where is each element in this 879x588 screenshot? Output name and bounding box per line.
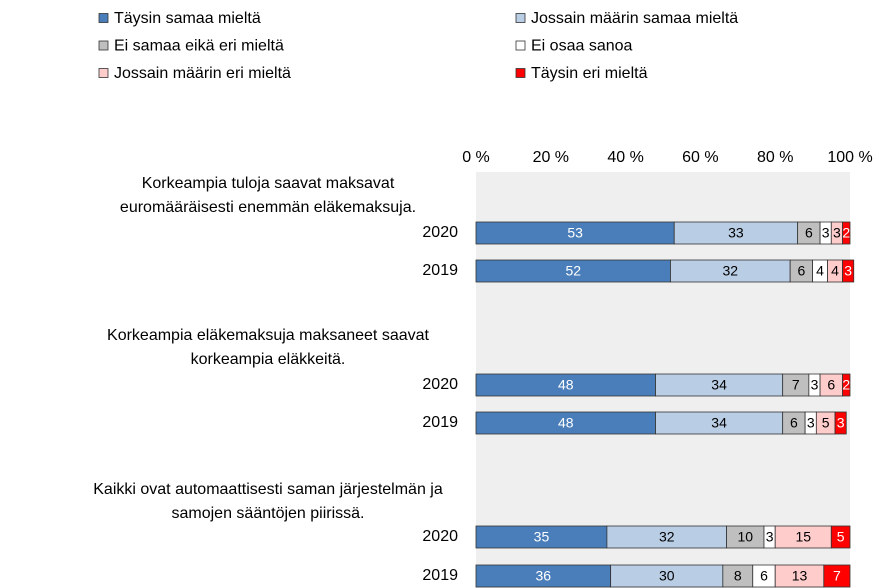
value-label: 36 [536,568,552,584]
legend-swatch [98,13,109,23]
value-label: 3 [833,225,841,241]
value-label: 32 [659,529,675,545]
y-tick-label: 2020 [422,224,458,241]
group-label: samojen sääntöjen piirissä. [172,505,365,522]
legend-label: Täysin eri mieltä [531,65,648,82]
group-label: Kaikki ovat automaattisesti saman järjes… [93,481,443,498]
value-label: 34 [711,377,727,393]
value-label: 3 [811,377,819,393]
bar-segment [823,564,851,588]
value-label: 10 [737,529,753,545]
y-tick-label: 2019 [422,567,458,584]
value-label: 3 [766,529,774,545]
legend-label: Ei osaa sanoa [531,38,633,55]
x-tick-label: 100 % [827,149,872,166]
group-label: Korkeampia tuloja saavat maksavat [142,175,395,192]
value-label: 7 [792,377,800,393]
y-tick-label: 2020 [422,376,458,393]
legend-label: Ei samaa eikä eri mieltä [114,38,284,55]
bar-segment [842,259,855,283]
value-label: 13 [792,568,808,584]
legend-swatch [98,40,109,51]
value-label: 35 [534,529,550,545]
legend-swatch [515,68,526,78]
bar-segment [842,373,851,397]
bar-segment [834,411,847,435]
value-label: 53 [567,225,583,241]
value-label: 33 [728,225,744,241]
legend-swatch [515,13,526,23]
value-label: 3 [822,225,830,241]
value-label: 3 [837,415,845,431]
bar-segment [830,525,851,549]
value-label: 6 [827,377,835,393]
value-label: 48 [558,377,574,393]
group-label: Korkeampia eläkemaksuja maksaneet saavat [107,327,430,344]
value-label: 5 [837,529,845,545]
value-label: 7 [833,568,841,584]
value-label: 2 [842,225,850,241]
value-label: 6 [790,415,798,431]
value-label: 34 [711,415,727,431]
value-label: 8 [734,568,742,584]
y-tick-label: 2019 [422,414,458,431]
x-tick-label: 60 % [682,149,718,166]
value-label: 3 [807,415,815,431]
value-label: 3 [844,263,852,279]
legend-swatch [515,40,526,51]
legend-label: Täysin samaa mieltä [114,10,261,27]
value-label: 15 [795,529,811,545]
value-label: 48 [558,415,574,431]
x-tick-label: 0 % [462,149,490,166]
value-label: 4 [816,263,824,279]
value-label: 52 [565,263,581,279]
value-label: 6 [805,225,813,241]
y-tick-label: 2020 [422,528,458,545]
group-label: euromääräisesti enemmän eläkemaksuja. [120,199,416,216]
x-tick-label: 20 % [533,149,569,166]
legend-label: Jossain määrin samaa mieltä [531,10,738,27]
group-label: korkeampia eläkkeitä. [191,351,346,368]
value-label: 6 [760,568,768,584]
legend-label: Jossain määrin eri mieltä [114,65,291,82]
value-label: 4 [831,263,839,279]
x-tick-label: 80 % [757,149,793,166]
value-label: 2 [842,377,850,393]
y-tick-label: 2019 [422,262,458,279]
value-label: 32 [723,263,739,279]
bar-segment [842,221,851,245]
legend-swatch [98,68,109,78]
value-label: 30 [659,568,675,584]
value-label: 5 [822,415,830,431]
x-tick-label: 40 % [607,149,643,166]
value-label: 6 [797,263,805,279]
